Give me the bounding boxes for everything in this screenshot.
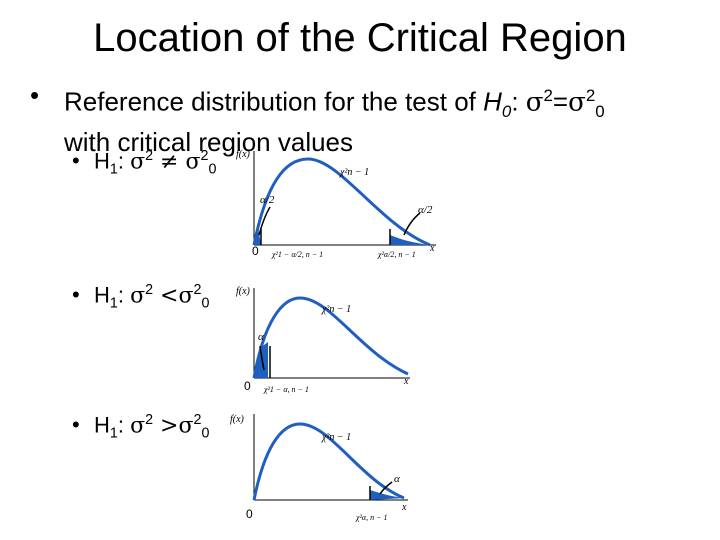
alpha-right-label: α/2 [418,204,433,216]
chi-square-curve [252,157,431,247]
sigma-zero-symbol: σ [185,149,201,175]
x-label: x [403,376,409,387]
bullet-dot: • [72,148,80,174]
zero-subscript: 0 [208,161,217,178]
alpha-arrow [259,345,265,371]
crit-label: χ²1 − α, n − 1 [263,385,309,394]
square-superscript-2: 2 [193,282,202,298]
bullet-dot: • [72,412,80,438]
h1-subscript: 1 [109,161,118,178]
origin-label: 0 [252,244,259,258]
fx-label: f(x) [236,149,251,160]
chi-label: χ²n − 1 [339,167,369,178]
sigma-symbol: σ [130,283,146,309]
fx-label: f(x) [236,286,251,297]
sigma-symbol: σ [130,413,146,439]
h1-symbol: H [94,412,110,438]
main-bullet-text: Reference distribution for the test of H… [64,80,710,158]
sigma-zero-symbol: σ [178,413,194,439]
case-two-sided: • H1: σ2 ≠ σ20 [72,148,216,178]
h1-symbol: H [94,282,110,308]
square-superscript: 2 [145,412,154,428]
operator: ≠ [153,149,186,175]
right-tail-area [370,490,404,500]
h1-colon: : [117,148,131,174]
zero-subscript: 0 [201,425,210,442]
square-superscript-2: 2 [193,412,202,428]
case-upper: • H1: σ2 >σ20 [72,412,209,442]
zero-subscript: 0 [595,101,605,121]
left-alpha-arrow [258,206,271,236]
origin-label: 0 [246,507,253,521]
h1-subscript: 1 [109,295,118,312]
x-label: x [429,243,435,254]
x-label: x [401,502,407,513]
h1-colon: : [117,282,131,308]
alpha-label: α [394,473,400,485]
right-tail-area [390,235,430,245]
main-bullet-prefix: Reference distribution for the test of [64,86,484,117]
crit-right-label: χ²α/2, n − 1 [377,250,416,259]
upper-tail-plot: f(x) χ²n − 1 α 0 x χ²α, n − 1 [230,414,408,522]
h0-colon: : [511,86,526,117]
slide-title: Location of the Critical Region [93,16,627,60]
chi-label: χ²n − 1 [321,432,351,443]
equals-sign: = [552,86,569,117]
chi-square-curve [252,422,405,501]
h1-subscript: 1 [109,425,118,442]
crit-label: χ²α, n − 1 [355,513,388,522]
main-bullet: • Reference distribution for the test of… [30,80,710,158]
sigma-symbol: σ [525,87,544,118]
sigma-symbol: σ [130,149,146,175]
h0-symbol: H [483,86,502,117]
alpha-label: α [258,331,264,343]
bullet-dot: • [72,282,80,308]
two-sided-plot: f(x) χ²n − 1 α/2 α/2 0 x χ²1 − α/2, n − … [236,149,436,259]
square-superscript: 2 [145,148,154,164]
chi-square-curve [252,296,409,379]
case-lower: • H1: σ2 <σ20 [72,282,209,312]
alpha-left-label: α/2 [260,194,275,206]
h0-subscript: 0 [501,101,512,121]
square-superscript-2: 2 [585,86,596,105]
square-superscript: 2 [543,86,553,105]
operator: > [153,413,179,439]
bullet-dot: • [30,80,40,110]
operator: < [153,283,179,309]
right-alpha-arrow [403,212,421,236]
sigma-zero-symbol: σ [568,87,586,118]
main-bullet-line2: with critical region values [64,126,354,157]
origin-label: 0 [244,379,251,393]
h1-colon: : [117,412,131,438]
left-tail-area [254,227,261,245]
fx-label: f(x) [230,414,245,425]
square-superscript: 2 [145,282,154,298]
h1-symbol: H [94,148,110,174]
sigma-zero-symbol: σ [178,283,194,309]
crit-left-label: χ²1 − α/2, n − 1 [271,250,323,259]
chi-label: χ²n − 1 [321,304,351,315]
alpha-arrow [379,481,393,495]
left-tail-area [254,342,268,378]
square-superscript-2: 2 [200,148,209,164]
lower-tail-plot: f(x) χ²n − 1 α 0 x χ²1 − α, n − 1 [236,286,410,394]
zero-subscript: 0 [201,295,210,312]
